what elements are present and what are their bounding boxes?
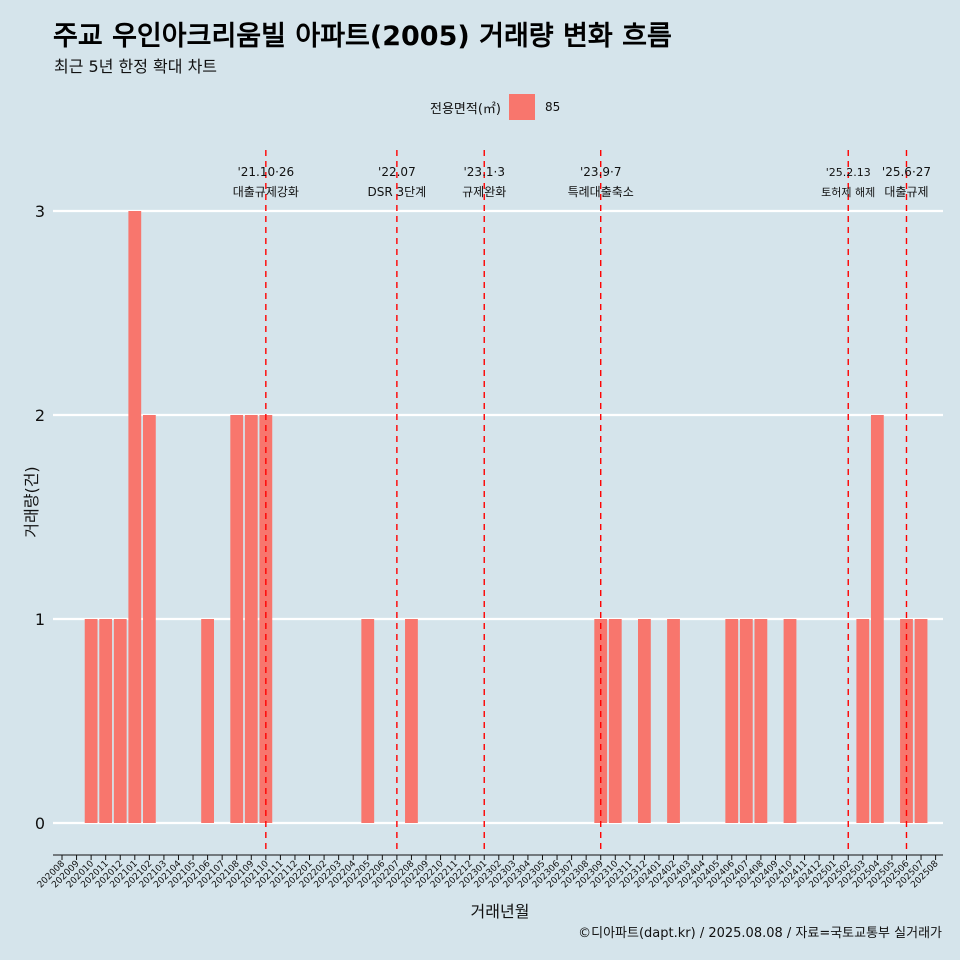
bar xyxy=(244,415,258,823)
legend-item-label: 85 xyxy=(544,100,561,114)
bar xyxy=(99,619,113,823)
event-desc-label: 대출규제 xyxy=(884,185,928,199)
legend-title: 전용면적(㎡) xyxy=(430,101,501,117)
event-desc-label: 토허제 해제 xyxy=(821,185,875,199)
bar xyxy=(594,619,608,823)
event-date-label: '25.6·27 xyxy=(882,165,931,179)
bar xyxy=(856,619,870,823)
y-tick-label: 0 xyxy=(35,814,45,833)
bar xyxy=(230,415,244,823)
bar xyxy=(667,619,680,823)
bar xyxy=(84,619,98,823)
event-desc-label: 대출규제강화 xyxy=(233,185,299,199)
bar xyxy=(754,619,768,823)
bar xyxy=(900,619,913,823)
event-date-label: '22.07 xyxy=(378,165,416,179)
bar xyxy=(914,619,928,823)
event-date-label: '25.2.13 xyxy=(826,166,871,179)
bar xyxy=(113,619,127,823)
y-tick-label: 1 xyxy=(35,610,45,629)
event-date-label: '23.1·3 xyxy=(464,165,505,179)
chart-title: 주교 우인아크리움빌 아파트(2005) 거래량 변화 흐름 xyxy=(53,21,672,52)
bar xyxy=(201,619,214,823)
y-tick-label: 2 xyxy=(35,406,45,425)
x-axis-title: 거래년월 xyxy=(470,902,530,921)
event-date-label: '23.9·7 xyxy=(580,165,621,179)
event-desc-label: DSR 3단계 xyxy=(368,185,427,199)
legend-swatch xyxy=(508,94,535,120)
y-tick-label: 3 xyxy=(35,202,45,221)
bar xyxy=(638,619,651,823)
event-date-label: '21.10·26 xyxy=(237,165,294,179)
bar xyxy=(783,619,797,823)
chart-subtitle: 최근 5년 한정 확대 차트 xyxy=(54,57,218,76)
bar xyxy=(142,415,156,823)
bar xyxy=(870,415,884,823)
event-desc-label: 특례대출축소 xyxy=(568,185,634,199)
event-desc-label: 규제완화 xyxy=(462,185,506,199)
legend: 전용면적(㎡) 85 xyxy=(430,94,560,120)
bar xyxy=(128,211,142,823)
caption: ©디아파트(dapt.kr) / 2025.08.08 / 자료=국토교통부 실… xyxy=(578,926,942,941)
bar xyxy=(608,619,622,823)
bar xyxy=(739,619,753,823)
bar xyxy=(405,619,418,823)
y-axis-title: 거래량(건) xyxy=(22,466,41,538)
bar xyxy=(361,619,375,823)
bar xyxy=(259,415,273,823)
bar xyxy=(725,619,739,823)
